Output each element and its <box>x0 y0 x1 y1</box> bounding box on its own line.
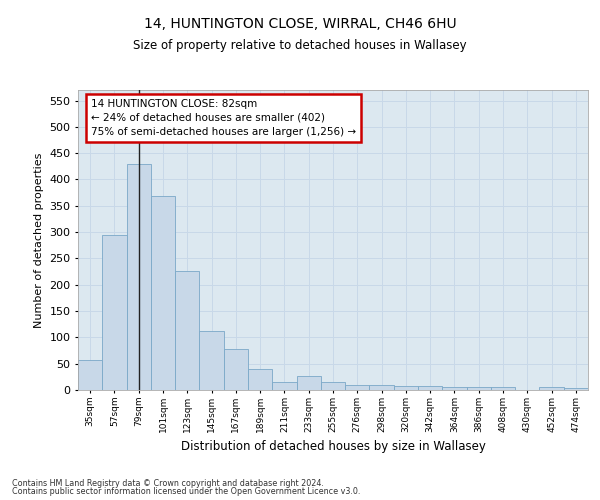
Bar <box>151 196 175 390</box>
Bar <box>467 388 491 390</box>
Bar <box>272 382 296 390</box>
Bar <box>296 376 321 390</box>
Bar <box>248 370 272 390</box>
Bar <box>127 164 151 390</box>
Bar <box>78 360 102 390</box>
Bar <box>224 350 248 390</box>
Bar <box>345 384 370 390</box>
Bar <box>394 386 418 390</box>
Bar <box>564 388 588 390</box>
Bar <box>199 330 224 390</box>
Bar <box>370 384 394 390</box>
Bar <box>175 271 199 390</box>
Bar <box>442 388 467 390</box>
Text: 14, HUNTINGTON CLOSE, WIRRAL, CH46 6HU: 14, HUNTINGTON CLOSE, WIRRAL, CH46 6HU <box>143 18 457 32</box>
X-axis label: Distribution of detached houses by size in Wallasey: Distribution of detached houses by size … <box>181 440 485 454</box>
Bar <box>418 386 442 390</box>
Text: Contains public sector information licensed under the Open Government Licence v3: Contains public sector information licen… <box>12 487 361 496</box>
Text: Contains HM Land Registry data © Crown copyright and database right 2024.: Contains HM Land Registry data © Crown c… <box>12 478 324 488</box>
Text: 14 HUNTINGTON CLOSE: 82sqm
← 24% of detached houses are smaller (402)
75% of sem: 14 HUNTINGTON CLOSE: 82sqm ← 24% of deta… <box>91 99 356 137</box>
Text: Size of property relative to detached houses in Wallasey: Size of property relative to detached ho… <box>133 39 467 52</box>
Bar <box>321 382 345 390</box>
Bar <box>539 388 564 390</box>
Bar <box>102 234 127 390</box>
Y-axis label: Number of detached properties: Number of detached properties <box>34 152 44 328</box>
Bar <box>491 388 515 390</box>
